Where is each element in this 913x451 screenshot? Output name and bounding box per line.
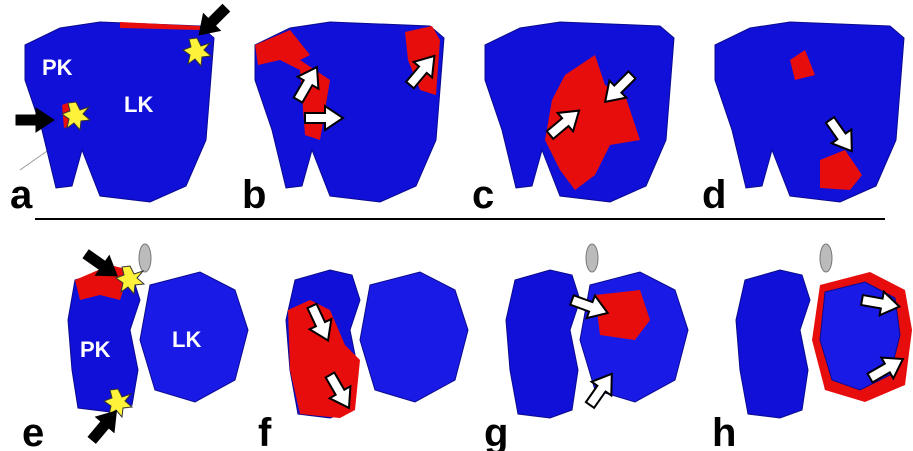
heart-map	[715, 22, 904, 202]
label-lk: LK	[124, 92, 153, 117]
label-pk: PK	[80, 337, 111, 362]
panel-d: d	[702, 22, 904, 217]
panel-letter: d	[702, 173, 726, 217]
panel-letter: g	[484, 411, 508, 451]
panel-h: h	[712, 244, 912, 451]
label-lk: LK	[172, 327, 201, 352]
panel-b: b	[242, 22, 444, 217]
heart-map	[506, 270, 580, 418]
catheter	[586, 244, 598, 272]
heart-map	[360, 272, 468, 402]
panel-letter: a	[10, 173, 33, 217]
panel-letter: c	[472, 173, 494, 217]
figure: PK LK a b c d PK L	[0, 0, 913, 451]
panel-c: c	[472, 22, 674, 217]
panel-a: PK LK a	[10, 0, 234, 217]
panel-e: PK LK e	[22, 244, 248, 451]
panel-letter: e	[22, 411, 44, 451]
panel-f: f	[258, 270, 468, 451]
panel-letter: f	[258, 411, 272, 451]
panel-g: g	[484, 244, 688, 451]
panel-letter: b	[242, 173, 266, 217]
panel-letter: h	[712, 411, 736, 451]
label-pk: PK	[42, 55, 73, 80]
catheter	[139, 244, 151, 272]
catheter	[820, 244, 832, 272]
heart-map	[736, 270, 810, 418]
